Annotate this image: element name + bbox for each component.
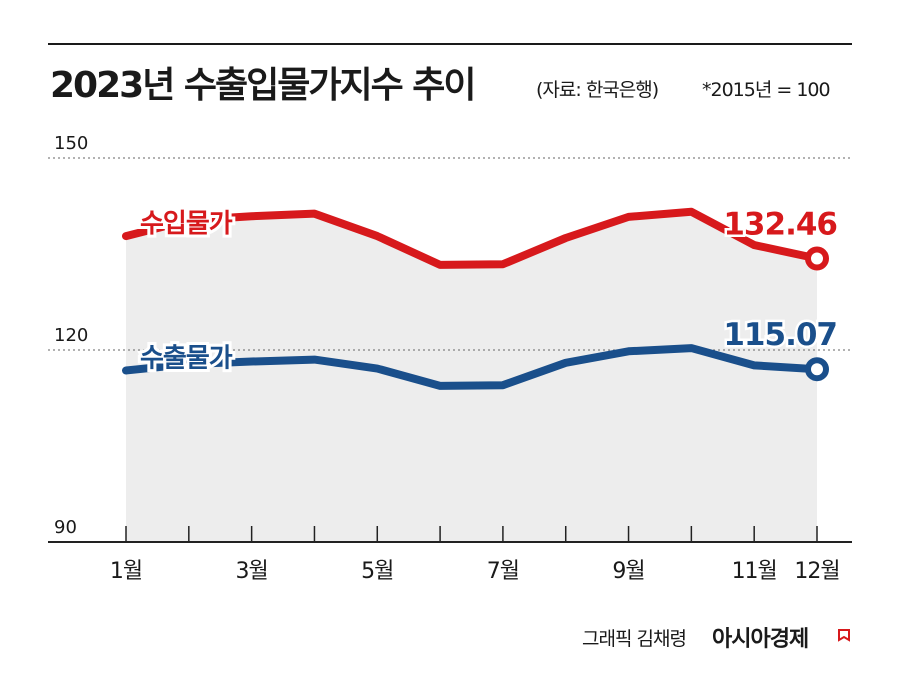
x-axis [48, 526, 852, 543]
x-tick-label: 9월 [612, 559, 644, 584]
plot-area-shading [126, 211, 817, 542]
x-tick-label: 12월 [794, 559, 839, 584]
x-axis-ticks: 1월 3월 5월 7월 9월 11월 12월 [110, 559, 841, 584]
brand-mark-icon [838, 629, 850, 642]
series-name-label: 수출물가 [140, 343, 233, 373]
x-tick-label: 5월 [361, 559, 393, 584]
series-line [122, 207, 821, 269]
publisher-logo: 아시아경제 [712, 627, 808, 652]
y-tick-label: 120 [54, 325, 88, 346]
gridlines [48, 157, 852, 351]
x-tick-label: 11월 [732, 559, 777, 584]
series-line [122, 344, 821, 390]
area-fill [126, 211, 817, 542]
x-tick-label: 1월 [110, 559, 142, 584]
y-axis-ticks: 150 120 90 [54, 133, 88, 538]
x-tick-label: 3월 [236, 559, 268, 584]
series-lines [122, 207, 829, 390]
y-tick-label: 90 [54, 517, 77, 538]
graphic-credit: 그래픽 김채령 [582, 628, 686, 650]
chart-title: 2023년 수출입물가지수 추이 [50, 65, 474, 106]
end-value-label: 132.46 [723, 206, 837, 242]
end-value-label: 115.07 [723, 317, 837, 353]
series-name-label: 수입물가 [140, 209, 233, 239]
end-point-marker [805, 246, 829, 271]
x-tick-label: 7월 [487, 559, 519, 584]
y-tick-label: 150 [54, 133, 88, 154]
end-point-marker [805, 357, 829, 382]
series-labels: 수입물가 132.46 수출물가 115.07 [137, 204, 841, 377]
index-base-note: *2015년 = 100 [702, 79, 830, 101]
source-note: (자료: 한국은행) [536, 79, 658, 101]
